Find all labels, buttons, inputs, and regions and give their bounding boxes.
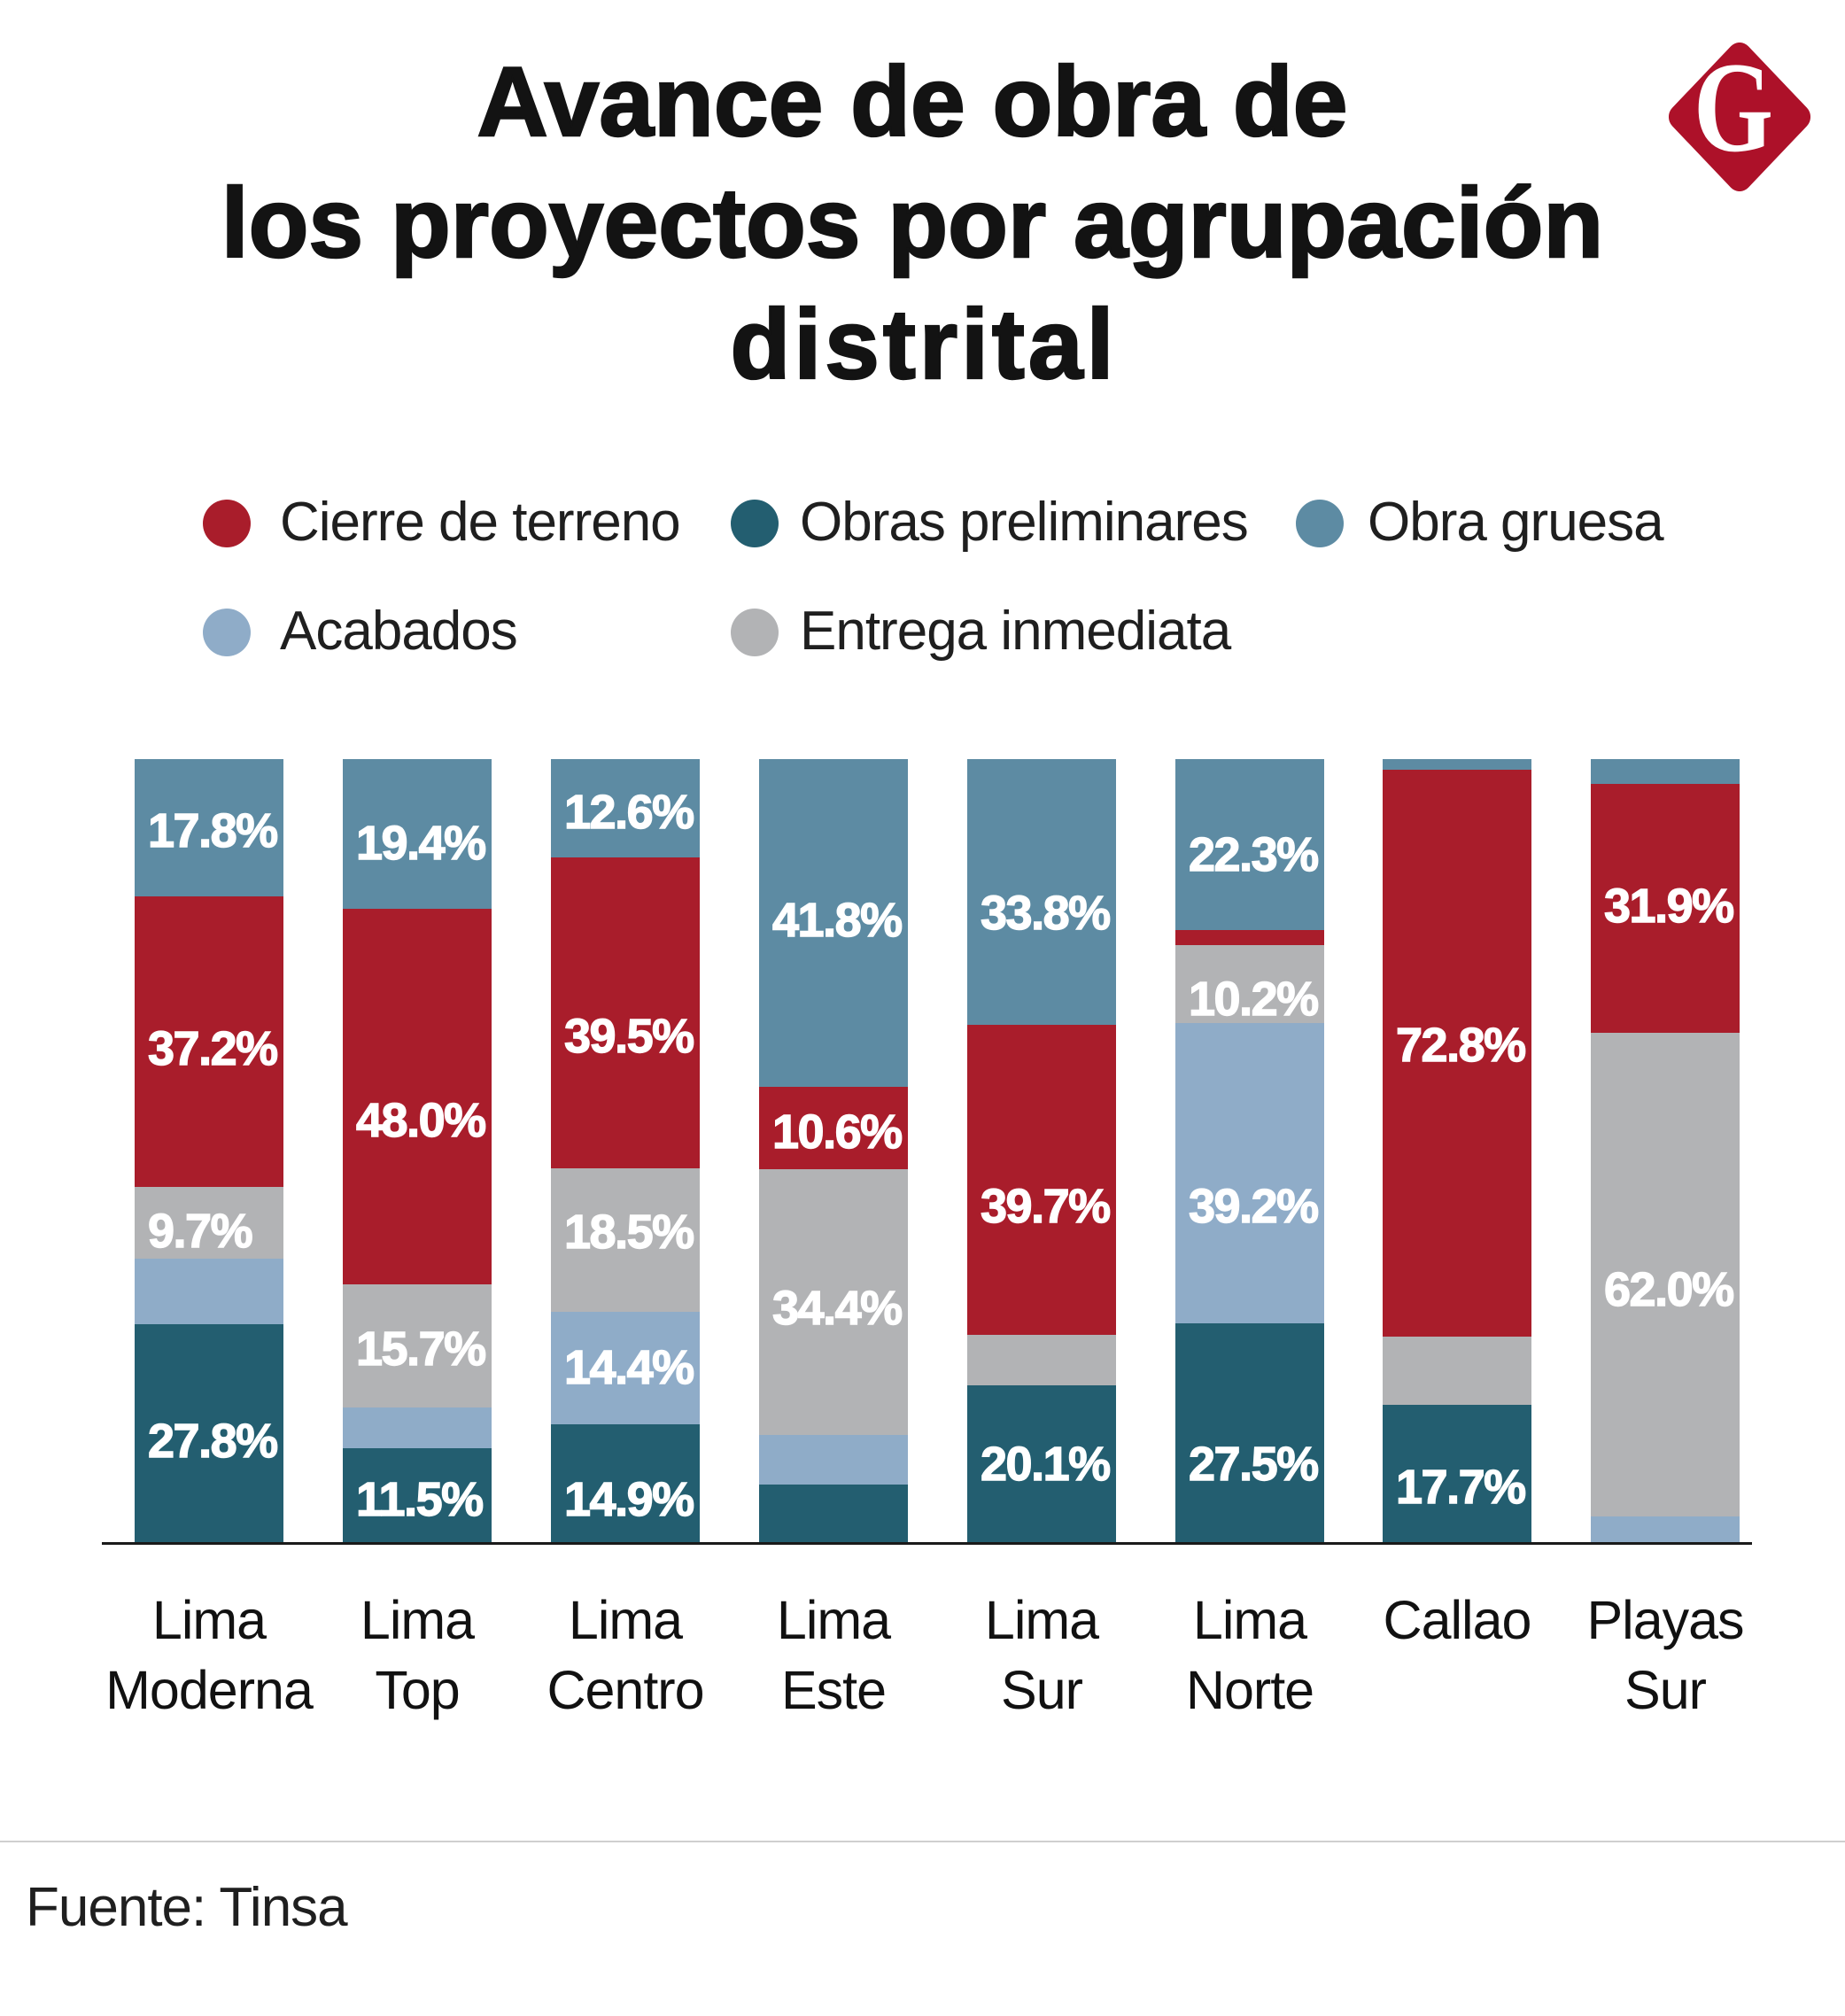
svg-text:G: G [1694,43,1773,179]
